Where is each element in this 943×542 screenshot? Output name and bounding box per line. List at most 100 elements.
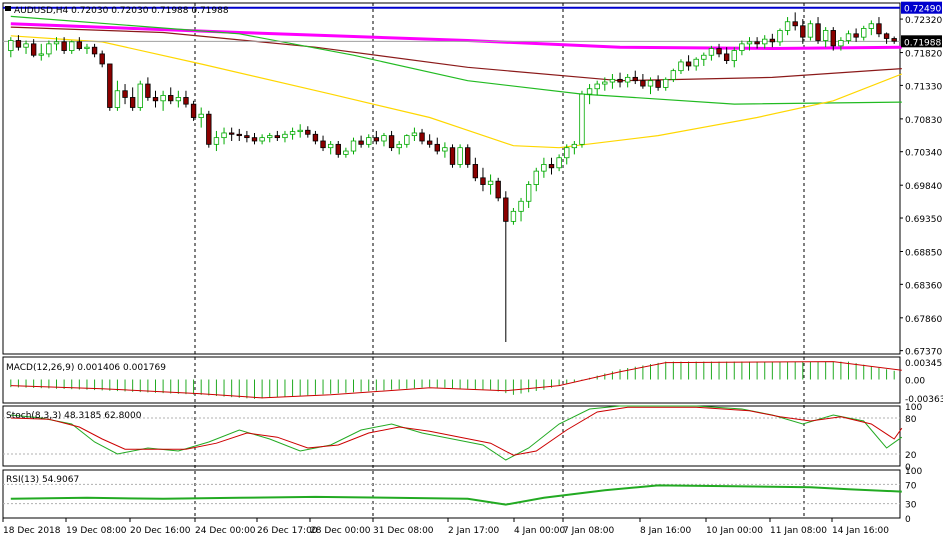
x-tick-label: 20 Dec 16:00	[130, 526, 191, 536]
stoch-tick-label: 20	[905, 451, 917, 461]
candle-body	[868, 23, 875, 29]
candle-body	[343, 150, 349, 155]
candle-body	[571, 143, 578, 149]
candle-body	[388, 135, 395, 149]
candle-body	[23, 43, 29, 48]
price-tick-label: 0.67860	[905, 315, 942, 325]
candle-body	[838, 40, 844, 47]
candle-body	[762, 38, 768, 45]
panel-frame-rsi	[2, 469, 901, 519]
candle-body	[259, 137, 265, 142]
candle-body	[678, 61, 684, 72]
candle-body	[312, 133, 319, 142]
candle-body	[426, 140, 433, 145]
candle-body	[320, 140, 326, 149]
stoch-tick-label: 80	[905, 415, 917, 425]
x-tick-label: 14 Jan 16:00	[832, 526, 889, 536]
candle-body	[404, 135, 410, 145]
current-price-label: 0.71988	[904, 38, 941, 48]
candle-body	[282, 133, 288, 139]
candle-body	[510, 210, 517, 222]
candle-body	[419, 132, 425, 142]
candle-body	[594, 83, 600, 90]
candle-body	[244, 135, 250, 139]
x-tick-label: 26 Dec 17:00	[257, 526, 318, 536]
candle-body	[289, 131, 296, 135]
candle-body	[861, 28, 867, 38]
candle-body	[38, 53, 44, 56]
price-tick-label: 0.68360	[905, 281, 942, 291]
candle-body	[251, 137, 258, 142]
candle-body	[739, 43, 745, 51]
candle-body	[396, 143, 402, 149]
candle-body	[213, 137, 220, 145]
price-tick-label: 0.68850	[905, 249, 942, 259]
candle-body	[548, 164, 555, 169]
candle-body	[685, 61, 692, 67]
candle-body	[480, 177, 486, 185]
candle-body	[198, 113, 204, 118]
candle-body	[647, 80, 654, 87]
candle-body	[350, 140, 357, 152]
candle-body	[487, 180, 494, 185]
candle-body	[784, 21, 791, 31]
x-tick-label: 10 Jan 00:00	[706, 526, 763, 536]
candle-body	[883, 33, 890, 39]
candle-body	[495, 180, 501, 199]
candle-body	[53, 41, 60, 45]
candle-body	[518, 200, 524, 212]
candle-body	[152, 97, 159, 102]
price-tick-label: 0.67370	[905, 348, 942, 358]
candle-body	[640, 80, 646, 87]
candle-body	[61, 41, 67, 51]
stoch-signal-line	[10, 406, 903, 456]
moving-average-3	[10, 35, 903, 149]
candle-body	[617, 78, 623, 83]
candle-body	[716, 48, 722, 55]
candle-body	[533, 170, 539, 185]
candle-body	[190, 103, 197, 118]
candle-body	[411, 132, 418, 137]
macd-tick-label: -0.003635	[905, 395, 943, 405]
candle-body	[891, 38, 897, 42]
candle-body	[609, 78, 616, 83]
stoch-tick-label: 100	[905, 403, 922, 413]
candle-body	[107, 63, 113, 108]
candle-body	[175, 97, 182, 102]
candle-body	[297, 129, 303, 133]
x-tick-label: 31 Dec 08:00	[373, 526, 434, 536]
candle-body	[228, 132, 235, 135]
price-tick-label: 0.70340	[905, 149, 942, 159]
x-tick-label: 18 Dec 2018	[3, 526, 61, 536]
candle-body	[84, 46, 90, 49]
x-tick-label: 19 Dec 08:00	[66, 526, 127, 536]
candle-body	[579, 93, 585, 145]
macd-tick-label: 0.00	[905, 376, 925, 386]
rsi-tick-label: 0	[905, 515, 911, 525]
candle-body	[708, 48, 715, 56]
candle-body	[822, 30, 829, 41]
candle-body	[693, 58, 699, 67]
candle-body	[815, 23, 821, 41]
candle-body	[434, 143, 440, 152]
x-tick-label: 24 Dec 00:00	[195, 526, 256, 536]
moving-average-1	[10, 26, 902, 82]
candle-body	[30, 43, 37, 56]
moving-average-2	[10, 15, 902, 105]
price-tick-label: 0.69350	[905, 215, 942, 225]
rsi-tick-label: 100	[905, 467, 922, 477]
candle-body	[586, 88, 593, 95]
candle-body	[472, 164, 479, 179]
candle-body	[381, 135, 387, 142]
rsi-title: RSI(13) 54.9067	[6, 475, 79, 485]
candle-body	[541, 164, 547, 172]
candle-body	[449, 147, 456, 165]
price-tick-label: 0.71330	[905, 82, 942, 92]
candle-body	[792, 21, 798, 27]
candle-body	[701, 54, 707, 60]
candle-body	[168, 95, 174, 102]
candle-body	[845, 33, 852, 41]
candle-body	[114, 90, 121, 108]
resistance-label-box	[901, 1, 942, 14]
